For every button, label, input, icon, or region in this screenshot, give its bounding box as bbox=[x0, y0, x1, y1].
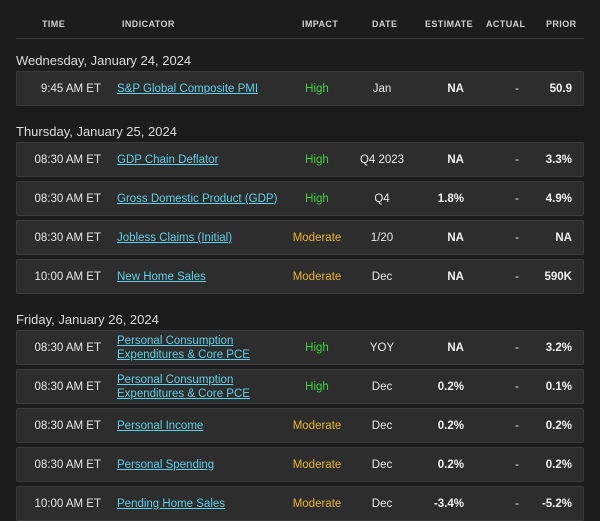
event-time: 08:30 AM ET bbox=[34, 192, 101, 205]
table-row: 9:45 AM ET S&P Global Composite PMI High Ja… bbox=[16, 71, 584, 106]
period-date: YOY bbox=[369, 341, 395, 354]
event-time: 08:30 AM ET bbox=[34, 153, 101, 166]
period-date: Dec bbox=[371, 458, 393, 471]
period-date: Dec bbox=[371, 497, 393, 510]
table-row: 08:30 AM ET GDP Chain Deflator High Q4 2023… bbox=[16, 142, 584, 177]
impact-label: High bbox=[305, 153, 329, 166]
table-row: 10:00 AM ET Pending Home Sales Moderate Dec… bbox=[16, 486, 584, 521]
indicator-link[interactable]: Personal Consumption Expenditures & Core… bbox=[117, 334, 250, 361]
impact-label: Moderate bbox=[292, 458, 342, 471]
impact-label: Moderate bbox=[292, 231, 342, 244]
actual-value: - bbox=[515, 497, 519, 510]
event-time: 08:30 AM ET bbox=[34, 231, 101, 244]
prior-value: 50.9 bbox=[549, 82, 572, 95]
event-time: 08:30 AM ET bbox=[34, 458, 101, 471]
indicator-link[interactable]: Personal Consumption Expenditures & Core… bbox=[117, 373, 250, 400]
actual-value: - bbox=[515, 192, 519, 205]
event-time: 08:30 AM ET bbox=[34, 380, 101, 393]
table-row: 08:30 AM ET Personal Consumption Expendit… bbox=[16, 369, 584, 404]
event-time: 9:45 AM ET bbox=[40, 82, 101, 95]
table-row: 08:30 AM ET Personal Income Moderate Dec 0.2… bbox=[16, 408, 584, 443]
impact-label: High bbox=[305, 341, 329, 354]
estimate-value: NA bbox=[447, 231, 464, 244]
estimate-value: 1.8% bbox=[437, 192, 464, 205]
event-time: 10:00 AM ET bbox=[34, 270, 101, 283]
indicator-link[interactable]: Gross Domestic Product (GDP) bbox=[117, 192, 278, 205]
indicator-link[interactable]: S&P Global Composite PMI bbox=[117, 82, 259, 95]
table-row: 08:30 AM ET Gross Domestic Product (GDP) H… bbox=[16, 181, 584, 216]
estimate-value: NA bbox=[447, 153, 464, 166]
period-date: Dec bbox=[371, 419, 393, 432]
header-date: DATE bbox=[372, 19, 398, 29]
actual-value: - bbox=[515, 153, 519, 166]
period-date: Jan bbox=[372, 82, 392, 95]
table-row: 08:30 AM ET Jobless Claims (Initial) Moder… bbox=[16, 220, 584, 255]
prior-value: 4.9% bbox=[545, 192, 572, 205]
header-estimate: ESTIMATE bbox=[425, 19, 474, 29]
actual-value: - bbox=[515, 82, 519, 95]
actual-value: - bbox=[515, 419, 519, 432]
impact-label: Moderate bbox=[292, 497, 342, 510]
prior-value: -5.2% bbox=[541, 497, 572, 510]
estimate-value: NA bbox=[447, 270, 464, 283]
estimate-value: 0.2% bbox=[437, 419, 464, 432]
indicator-link[interactable]: New Home Sales bbox=[117, 270, 206, 283]
prior-value: 0.2% bbox=[545, 458, 572, 471]
event-time: 08:30 AM ET bbox=[34, 419, 101, 432]
table-row: 10:00 AM ET New Home Sales Moderate Dec NA - 5… bbox=[16, 259, 584, 294]
estimate-value: -3.4% bbox=[433, 497, 464, 510]
estimate-value: 0.2% bbox=[437, 458, 464, 471]
period-date: 1/20 bbox=[370, 231, 394, 244]
header-actual: ACTUAL bbox=[486, 19, 526, 29]
indicator-link[interactable]: GDP Chain Deflator bbox=[117, 153, 219, 166]
day-heading: Wednesday, January 24, 2024 bbox=[16, 53, 192, 68]
estimate-value: 0.2% bbox=[437, 380, 464, 393]
impact-label: High bbox=[305, 82, 329, 95]
indicator-link[interactable]: Jobless Claims (Initial) bbox=[117, 231, 233, 244]
prior-value: NA bbox=[555, 231, 572, 244]
header-indicator: INDICATOR bbox=[122, 19, 175, 29]
header-impact: IMPACT bbox=[302, 19, 339, 29]
period-date: Q4 bbox=[374, 192, 390, 205]
header-time: TIME bbox=[42, 19, 66, 29]
estimate-value: NA bbox=[447, 82, 464, 95]
day-heading: Friday, January 26, 2024 bbox=[16, 312, 159, 327]
actual-value: - bbox=[515, 380, 519, 393]
impact-label: High bbox=[305, 192, 329, 205]
actual-value: - bbox=[515, 270, 519, 283]
table-header: TIME INDICATOR IMPACT DATE ESTIMATE ACTU… bbox=[16, 0, 584, 39]
prior-value: 3.3% bbox=[545, 153, 572, 166]
indicator-link[interactable]: Personal Income bbox=[117, 419, 204, 432]
indicator-link[interactable]: Pending Home Sales bbox=[117, 497, 226, 510]
table-row: 08:30 AM ET Personal Spending Moderate Dec 0… bbox=[16, 447, 584, 482]
day-heading: Thursday, January 25, 2024 bbox=[16, 124, 177, 139]
indicator-link[interactable]: Personal Spending bbox=[117, 458, 215, 471]
prior-value: 590K bbox=[544, 270, 573, 283]
actual-value: - bbox=[515, 231, 519, 244]
event-time: 10:00 AM ET bbox=[34, 497, 101, 510]
impact-label: High bbox=[305, 380, 329, 393]
economic-calendar: Wednesday, January 24, 2024 9:45 AM ET S&P… bbox=[0, 39, 600, 521]
actual-value: - bbox=[515, 341, 519, 354]
prior-value: 0.1% bbox=[545, 380, 572, 393]
event-time: 08:30 AM ET bbox=[34, 341, 101, 354]
table-row: 08:30 AM ET Personal Consumption Expendit… bbox=[16, 330, 584, 365]
header-prior: PRIOR bbox=[546, 19, 577, 29]
prior-value: 0.2% bbox=[545, 419, 572, 432]
period-date: Q4 2023 bbox=[359, 153, 405, 166]
actual-value: - bbox=[515, 458, 519, 471]
period-date: Dec bbox=[371, 380, 393, 393]
impact-label: Moderate bbox=[292, 270, 342, 283]
impact-label: Moderate bbox=[292, 419, 342, 432]
estimate-value: NA bbox=[447, 341, 464, 354]
prior-value: 3.2% bbox=[545, 341, 572, 354]
period-date: Dec bbox=[371, 270, 393, 283]
